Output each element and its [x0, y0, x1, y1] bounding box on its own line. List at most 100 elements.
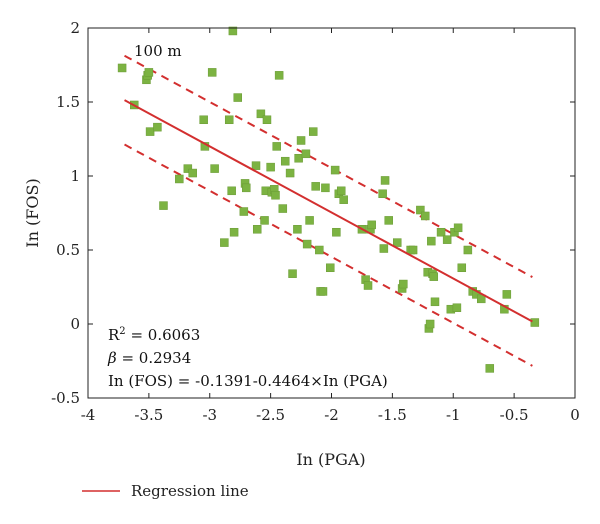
data-point — [452, 303, 462, 312]
data-point — [233, 93, 243, 102]
data-point — [117, 63, 127, 73]
r-squared-superscript: 2 — [119, 326, 125, 337]
data-point — [271, 190, 280, 200]
data-point — [302, 239, 312, 249]
x-axis-title: In (PGA) — [296, 450, 365, 469]
data-point — [336, 186, 346, 196]
data-point — [425, 319, 435, 329]
data-point — [380, 176, 390, 185]
x-tick-label: -3.5 — [134, 406, 163, 424]
data-point — [153, 122, 162, 132]
data-point — [420, 211, 430, 221]
data-point — [311, 182, 320, 191]
data-point — [339, 195, 348, 204]
data-point — [530, 318, 540, 327]
data-point — [408, 245, 418, 255]
beta-annotation: β = 0.2934 — [107, 349, 191, 367]
data-point — [463, 245, 473, 255]
regression-line — [124, 99, 533, 323]
data-point — [429, 272, 439, 281]
data-point — [296, 136, 306, 145]
data-point — [379, 244, 389, 253]
data-point — [188, 168, 197, 178]
x-tick-label: -3 — [202, 406, 217, 424]
data-point — [430, 297, 440, 307]
x-tick-label: -2 — [324, 406, 339, 424]
data-point — [294, 153, 303, 163]
data-point — [229, 227, 239, 237]
data-points — [117, 26, 540, 373]
data-point — [332, 227, 341, 237]
data-point — [145, 127, 155, 136]
upper-bound-line — [124, 54, 533, 278]
data-point — [305, 216, 314, 225]
data-point — [239, 207, 249, 216]
data-point — [199, 115, 208, 125]
data-point — [227, 186, 236, 196]
data-point — [288, 269, 297, 278]
y-tick-label: 0.5 — [56, 241, 80, 259]
data-point — [363, 281, 373, 290]
data-point — [266, 162, 275, 172]
r-squared-symbol: R — [108, 326, 120, 344]
x-tick-labels: -4 -3.5 -3 -2.5 -2 -1.5 -1 -0.5 0 — [81, 406, 580, 424]
y-tick-label: 2 — [70, 19, 80, 37]
y-tick-label: 0 — [70, 315, 80, 333]
data-point — [384, 216, 393, 225]
y-tick-labels: -0.5 0 0.5 1 1.5 2 — [51, 19, 80, 407]
data-point — [242, 183, 251, 193]
x-tick-label: -1.5 — [378, 406, 407, 424]
data-point — [399, 279, 408, 289]
data-point — [436, 227, 446, 237]
data-point — [326, 263, 335, 273]
beta-value: = 0.2934 — [117, 349, 192, 367]
data-point — [220, 238, 229, 247]
y-axis-title: In (FOS) — [23, 178, 42, 247]
data-point — [144, 68, 154, 77]
y-tick-label: 1 — [70, 167, 80, 185]
plot-frame — [87, 27, 576, 399]
distance-label: 100 m — [134, 42, 182, 60]
data-point — [453, 223, 463, 233]
x-tick-label: 0 — [570, 406, 580, 424]
legend-label-regression: Regression line — [131, 482, 249, 500]
data-point — [416, 205, 425, 215]
data-point — [262, 115, 272, 125]
data-point — [278, 204, 288, 213]
regression-equation: In (FOS) = -0.1391-0.4464×In (PGA) — [108, 372, 388, 390]
data-point — [159, 201, 168, 210]
y-tick-label: 1.5 — [56, 93, 80, 111]
data-point — [392, 238, 402, 247]
x-tick-label: -2.5 — [256, 406, 285, 424]
data-point — [251, 161, 261, 170]
regression-line-layer — [124, 99, 533, 323]
data-point — [308, 127, 318, 136]
data-point — [256, 109, 266, 119]
r-squared-annotation: R2 = 0.6063 — [108, 326, 200, 344]
data-point — [252, 225, 262, 234]
y-tick-label: -0.5 — [51, 389, 80, 407]
data-point — [318, 287, 328, 296]
data-point — [175, 174, 184, 184]
data-point — [378, 189, 387, 199]
data-point — [301, 149, 311, 159]
data-point — [228, 26, 238, 36]
lower-bound-line — [124, 143, 533, 367]
x-tick-label: -4 — [81, 406, 96, 424]
confidence-bands — [124, 54, 533, 367]
data-point — [321, 183, 330, 193]
data-point — [457, 263, 467, 273]
data-point — [183, 164, 193, 173]
data-point — [280, 156, 290, 166]
data-point — [367, 220, 376, 230]
data-point — [485, 364, 495, 373]
data-point — [315, 245, 324, 255]
data-point — [502, 290, 512, 299]
data-point — [274, 71, 284, 80]
data-point — [224, 115, 234, 125]
data-point — [442, 235, 452, 244]
x-tick-label: -0.5 — [500, 406, 529, 424]
r-squared-value: = 0.6063 — [126, 326, 201, 344]
data-point — [260, 216, 269, 225]
